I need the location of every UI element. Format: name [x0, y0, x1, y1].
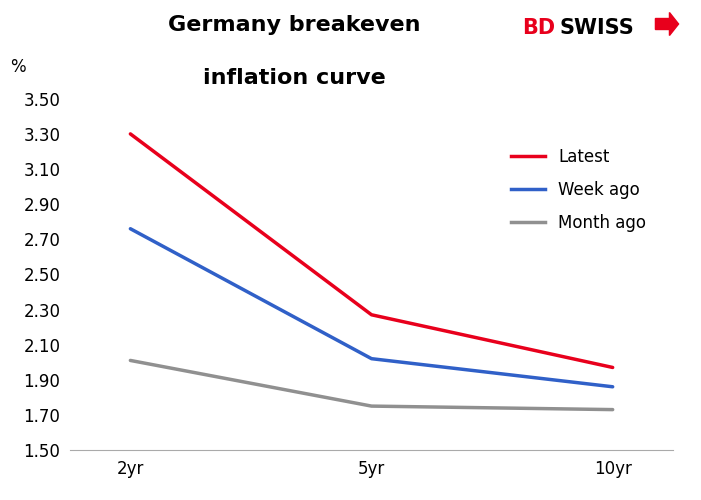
Month ago [608, 406, 617, 412]
Text: SWISS: SWISS [559, 18, 634, 38]
Latest [367, 312, 376, 318]
Week ago [608, 384, 617, 390]
Week ago [126, 226, 135, 232]
Text: +: + [658, 18, 666, 28]
Line: Latest: Latest [130, 134, 613, 368]
Text: inflation curve: inflation curve [203, 68, 386, 87]
Week ago [367, 356, 376, 362]
Line: Month ago: Month ago [130, 360, 613, 410]
Month ago [367, 403, 376, 409]
Text: Germany breakeven: Germany breakeven [168, 15, 421, 35]
Line: Week ago: Week ago [130, 228, 613, 387]
Latest [126, 131, 135, 137]
Legend: Latest, Week ago, Month ago: Latest, Week ago, Month ago [505, 142, 653, 239]
Month ago [126, 358, 135, 364]
Text: %: % [10, 58, 25, 76]
Text: BD: BD [522, 18, 555, 38]
Latest [608, 364, 617, 370]
